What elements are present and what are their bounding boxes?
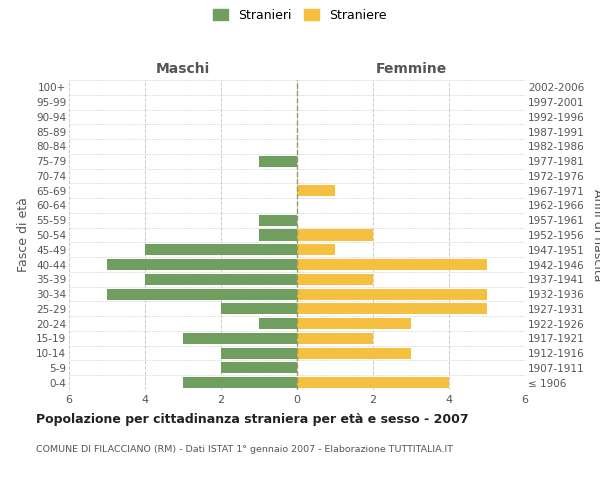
Bar	[259, 214, 297, 226]
Bar	[259, 318, 297, 329]
Bar	[259, 156, 297, 166]
Text: Femmine: Femmine	[376, 62, 446, 76]
Bar	[221, 304, 297, 314]
Bar	[297, 230, 373, 240]
Bar	[297, 274, 373, 285]
Bar	[221, 362, 297, 374]
Bar	[297, 348, 411, 358]
Bar	[107, 288, 297, 300]
Bar	[107, 259, 297, 270]
Bar	[183, 333, 297, 344]
Bar	[145, 244, 297, 256]
Bar	[259, 230, 297, 240]
Y-axis label: Anni di nascita: Anni di nascita	[591, 188, 600, 281]
Bar	[297, 377, 449, 388]
Legend: Stranieri, Straniere: Stranieri, Straniere	[211, 6, 389, 24]
Bar	[221, 348, 297, 358]
Bar	[297, 318, 411, 329]
Text: Popolazione per cittadinanza straniera per età e sesso - 2007: Popolazione per cittadinanza straniera p…	[36, 412, 469, 426]
Bar	[297, 244, 335, 256]
Y-axis label: Fasce di età: Fasce di età	[17, 198, 31, 272]
Text: Maschi: Maschi	[156, 62, 210, 76]
Bar	[145, 274, 297, 285]
Bar	[297, 288, 487, 300]
Bar	[297, 259, 487, 270]
Bar	[183, 377, 297, 388]
Bar	[297, 333, 373, 344]
Bar	[297, 185, 335, 196]
Bar	[297, 304, 487, 314]
Text: COMUNE DI FILACCIANO (RM) - Dati ISTAT 1° gennaio 2007 - Elaborazione TUTTITALIA: COMUNE DI FILACCIANO (RM) - Dati ISTAT 1…	[36, 445, 453, 454]
